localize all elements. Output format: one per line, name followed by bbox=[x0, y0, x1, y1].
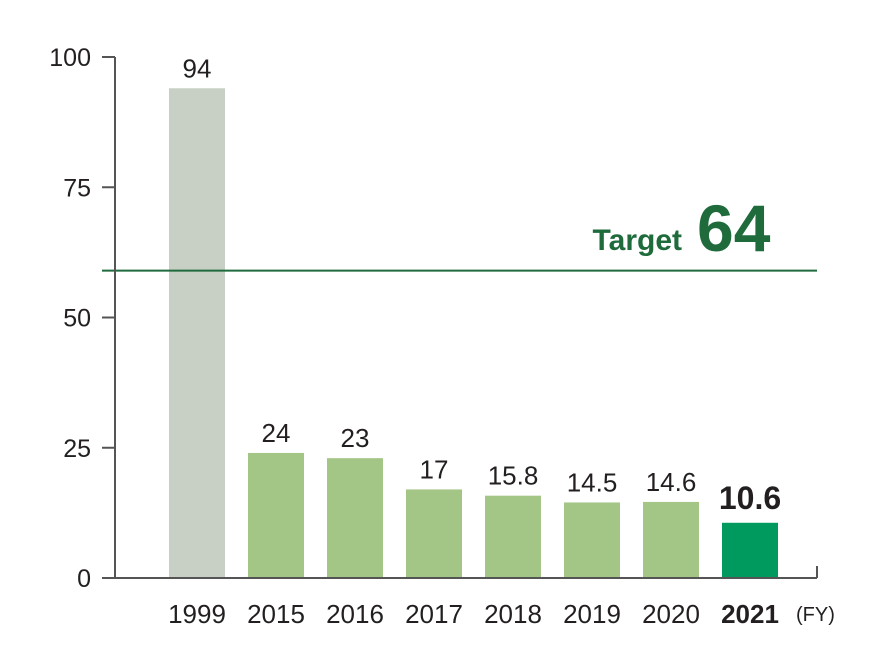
bar-2015 bbox=[248, 452, 304, 578]
data-labels: 94 24 23 17 15.8 14.5 14.6 10.6 bbox=[183, 53, 782, 516]
x-tick-label-2016: 2016 bbox=[326, 599, 384, 629]
bar-1999 bbox=[169, 88, 225, 578]
target-label: Target bbox=[593, 224, 682, 257]
y-tick-label: 100 bbox=[49, 44, 91, 72]
y-tick-label: 75 bbox=[63, 174, 91, 202]
x-tick-label-2018: 2018 bbox=[484, 599, 542, 629]
data-label-2019: 14.5 bbox=[567, 467, 618, 497]
bar-2021 bbox=[722, 522, 778, 578]
x-axis-labels: 1999 2015 2016 2017 2018 2019 2020 2021 bbox=[168, 599, 779, 629]
x-axis-unit: (FY) bbox=[796, 604, 835, 626]
data-label-2017: 17 bbox=[420, 454, 449, 484]
bar-2016 bbox=[327, 458, 383, 578]
bar-2020 bbox=[643, 501, 699, 578]
bar-2018 bbox=[485, 495, 541, 578]
y-tick-label: 50 bbox=[63, 305, 91, 333]
x-tick-label-2015: 2015 bbox=[247, 599, 305, 629]
data-label-2015: 24 bbox=[262, 418, 291, 448]
data-label-2020: 14.6 bbox=[646, 467, 697, 497]
target-value: 64 bbox=[697, 191, 771, 265]
data-label-2018: 15.8 bbox=[488, 461, 539, 491]
y-tick-label: 0 bbox=[77, 565, 91, 593]
x-tick-label-2020: 2020 bbox=[642, 599, 700, 629]
x-tick-label-2017: 2017 bbox=[405, 599, 463, 629]
bar-2019 bbox=[564, 502, 620, 578]
y-axis-ticks: 0 25 50 75 100 bbox=[49, 44, 818, 593]
data-label-2021: 10.6 bbox=[719, 480, 781, 516]
x-tick-label-2021: 2021 bbox=[721, 599, 779, 629]
x-tick-label-1999: 1999 bbox=[168, 599, 226, 629]
y-tick-label: 25 bbox=[63, 435, 91, 463]
bars-group bbox=[169, 88, 778, 578]
data-label-2016: 23 bbox=[341, 423, 370, 453]
x-tick-label-2019: 2019 bbox=[563, 599, 621, 629]
bar-2017 bbox=[406, 489, 462, 578]
data-label-1999: 94 bbox=[183, 53, 212, 83]
